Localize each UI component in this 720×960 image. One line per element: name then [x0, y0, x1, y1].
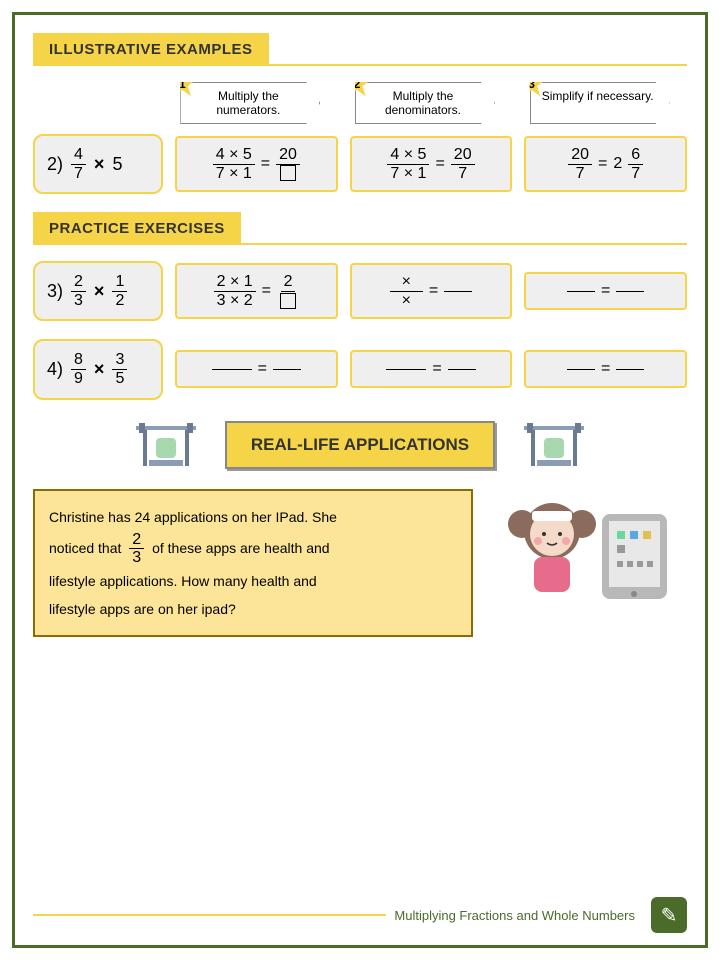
- problem-label: 2): [47, 154, 63, 175]
- step-1: 1 Multiply the numerators.: [180, 82, 320, 124]
- problem-label: 3): [47, 281, 63, 302]
- step-text: Multiply the numerators.: [216, 89, 280, 117]
- footer-title: Multiplying Fractions and Whole Numbers: [386, 908, 643, 923]
- step-text: Multiply the denominators.: [385, 89, 461, 117]
- work-box: 207 = 2 67: [524, 136, 687, 192]
- problem-4-row: 4) 89 × 35 = = =: [33, 339, 687, 399]
- pencil-ruler-icon: ✎: [651, 897, 687, 933]
- word-problem-box: Christine has 24 applications on her IPa…: [33, 489, 473, 637]
- step-text: Simplify if necessary.: [542, 89, 654, 103]
- problem-label: 4): [47, 359, 63, 380]
- girl-icon: [502, 489, 602, 599]
- real-life-header: REAL-LIFE APPLICATIONS: [225, 421, 495, 469]
- illustrative-header: ILLUSTRATIVE EXAMPLES: [33, 33, 269, 66]
- step-3: 3 Simplify if necessary.: [530, 82, 670, 124]
- whole-number: 5: [112, 154, 122, 175]
- star-icon: 2: [342, 69, 372, 99]
- word-problem-area: Christine has 24 applications on her IPa…: [33, 489, 687, 637]
- real-life-row: REAL-LIFE APPLICATIONS: [33, 418, 687, 473]
- star-icon: 1: [167, 69, 197, 99]
- problem-box: 2) 47 × 5: [33, 134, 163, 194]
- character-illustration: [487, 489, 687, 604]
- blank-input[interactable]: [280, 165, 296, 181]
- page-footer: Multiplying Fractions and Whole Numbers …: [33, 897, 687, 933]
- problem-2-row: 2) 47 × 5 4 × 57 × 1 = 20 4 × 57 × 1 = 2…: [33, 134, 687, 194]
- work-box[interactable]: × × =: [350, 263, 513, 319]
- blank-input[interactable]: [280, 293, 296, 309]
- gym-equipment-icon: [519, 418, 589, 473]
- work-box[interactable]: =: [524, 272, 687, 310]
- problem-box: 4) 89 × 35: [33, 339, 163, 399]
- practice-header: PRACTICE EXERCISES: [33, 212, 241, 245]
- work-box[interactable]: =: [175, 350, 338, 388]
- problem-3-row: 3) 23 × 12 2 × 13 × 2 = 2 × × = =: [33, 261, 687, 321]
- work-box: 4 × 57 × 1 = 20: [175, 136, 338, 192]
- fraction: 47: [71, 146, 86, 182]
- step-labels-row: 1 Multiply the numerators. 2 Multiply th…: [33, 82, 687, 124]
- page-container: ILLUSTRATIVE EXAMPLES 1 Multiply the num…: [12, 12, 708, 948]
- work-box: 2 × 13 × 2 = 2: [175, 263, 338, 319]
- tablet-icon: [597, 509, 672, 604]
- step-2: 2 Multiply the denominators.: [355, 82, 495, 124]
- work-box[interactable]: =: [350, 350, 513, 388]
- gym-equipment-icon: [131, 418, 201, 473]
- work-box: 4 × 57 × 1 = 207: [350, 136, 513, 192]
- problem-box: 3) 23 × 12: [33, 261, 163, 321]
- work-box[interactable]: =: [524, 350, 687, 388]
